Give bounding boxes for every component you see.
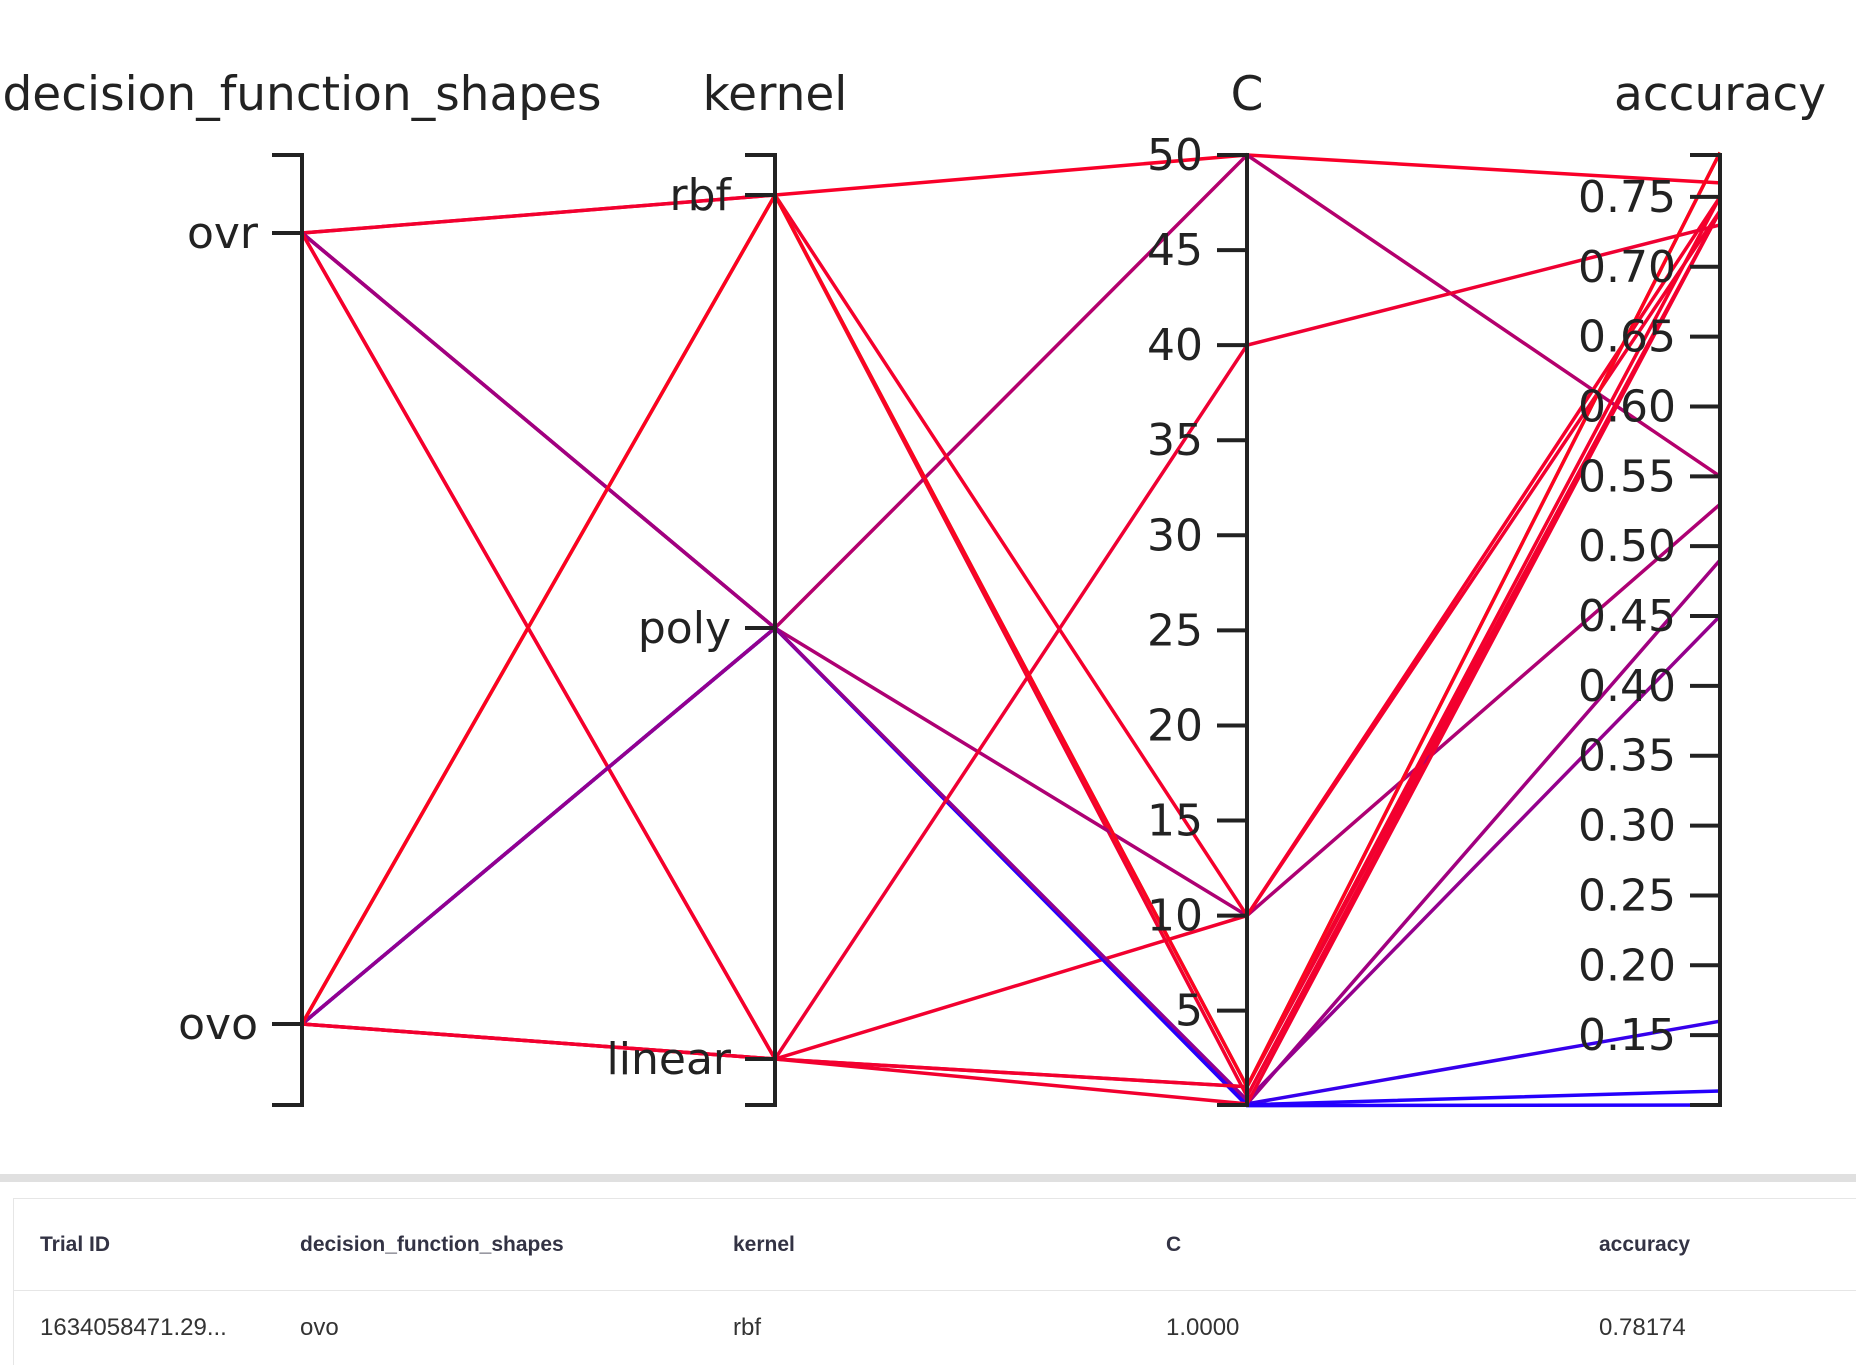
- cell-trial-id: 1634058471.29...: [40, 1314, 227, 1341]
- tick-label: 45: [1147, 225, 1203, 276]
- cell-c: 1.0000: [1166, 1314, 1240, 1341]
- tick-label: 15: [1147, 796, 1203, 847]
- tick-label: 0.60: [1578, 381, 1676, 432]
- axis-C: C 5 10 15 20 25 30 35 40 45 50: [1147, 67, 1264, 1107]
- trial-line-highlight: [300, 151, 1722, 1091]
- tick-label: 0.75: [1578, 172, 1676, 223]
- tick-label: ovr: [187, 208, 259, 259]
- table-row[interactable]: 1634058471.29... ovo rbf 1.0000 0.78174: [14, 1291, 1856, 1365]
- axis-accuracy: accuracy 0.15 0.20 0.25 0.30 0.35 0.40 0.45 0.50…: [1578, 67, 1826, 1107]
- tick-label: 5: [1175, 986, 1203, 1037]
- tick-label: 40: [1147, 320, 1203, 371]
- tick-label: poly: [638, 603, 731, 654]
- column-header-accuracy[interactable]: accuracy: [1599, 1232, 1691, 1256]
- trial-table: Trial ID decision_function_shapes kernel…: [13, 1198, 1856, 1365]
- column-header-c[interactable]: C: [1166, 1232, 1182, 1256]
- tick-label: 0.50: [1578, 521, 1676, 572]
- tick-label: 0.35: [1578, 731, 1676, 782]
- tick-label: rbf: [669, 170, 732, 221]
- panel-divider: [0, 1174, 1856, 1182]
- trial-line: [300, 231, 1722, 1107]
- tick-label: 0.45: [1578, 591, 1676, 642]
- tick-label: 0.20: [1578, 940, 1676, 991]
- cell-kernel: rbf: [733, 1314, 762, 1341]
- tick-label: 50: [1147, 130, 1203, 181]
- cell-accuracy: 0.78174: [1599, 1314, 1686, 1341]
- tick-label: 0.40: [1578, 661, 1676, 712]
- tick-label: linear: [607, 1034, 732, 1085]
- tick-label: 10: [1147, 891, 1203, 942]
- axis-line: [272, 153, 304, 1107]
- tick-label: 0.30: [1578, 801, 1676, 852]
- axis-kernel: kernel linear poly rbf: [607, 67, 848, 1107]
- trial-line: [300, 151, 1722, 1091]
- column-header-decision-function-shapes[interactable]: decision_function_shapes: [300, 1232, 564, 1256]
- tick-label: ovo: [178, 999, 258, 1050]
- axis-title: accuracy: [1614, 67, 1826, 122]
- tick-label: 0.15: [1578, 1010, 1676, 1061]
- trial-line: [301, 210, 1722, 1106]
- tick-label: 25: [1147, 605, 1203, 656]
- axis-title: kernel: [703, 67, 848, 122]
- tick-label: 0.70: [1578, 242, 1676, 293]
- cell-decision-function-shapes: ovo: [300, 1314, 339, 1341]
- trial-line: [300, 614, 1722, 1103]
- column-header-kernel[interactable]: kernel: [733, 1232, 795, 1256]
- tick-label: 35: [1147, 415, 1203, 466]
- axis-title: C: [1231, 67, 1264, 122]
- trial-lines: [300, 151, 1722, 1108]
- tick-label: 20: [1147, 700, 1203, 751]
- tick-label: 0.55: [1578, 451, 1676, 502]
- column-header-trial-id[interactable]: Trial ID: [40, 1232, 111, 1256]
- table-header-row: Trial ID decision_function_shapes kernel…: [14, 1199, 1856, 1291]
- axis-title: decision_function_shapes: [2, 67, 601, 122]
- tick-label: 0.25: [1578, 870, 1676, 921]
- axis-line: [1690, 153, 1722, 1107]
- tick-label: 30: [1147, 510, 1203, 561]
- tick-label: 0.65: [1578, 312, 1676, 363]
- trial-line: [301, 153, 1721, 235]
- trial-line: [300, 209, 1722, 1062]
- trial-line: [301, 193, 1722, 1101]
